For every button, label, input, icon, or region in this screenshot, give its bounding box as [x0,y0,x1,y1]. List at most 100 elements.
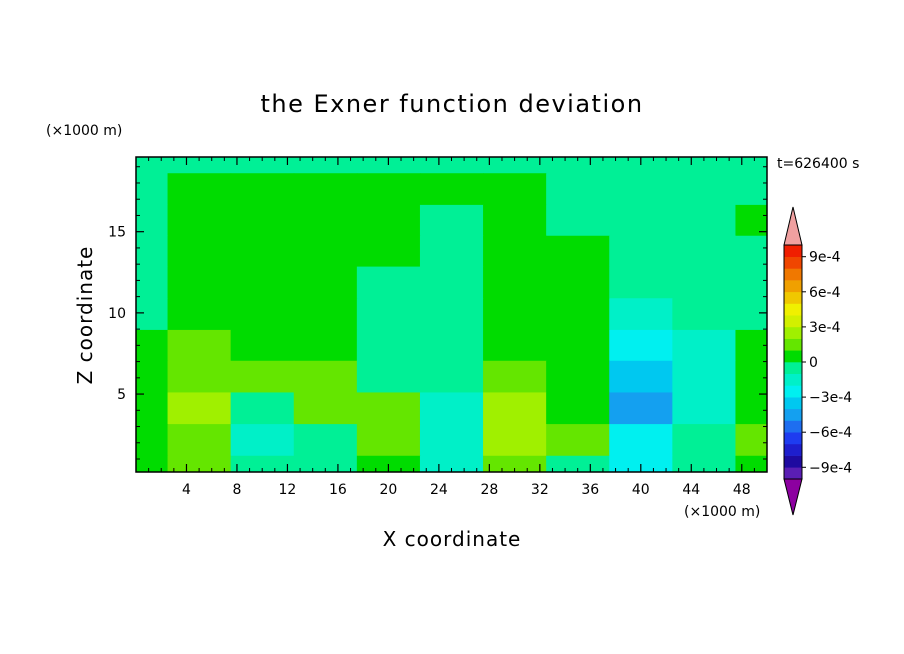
x-tick-label: 40 [632,482,650,498]
field-cell [546,157,610,174]
colorbar-tick-label: −3e-4 [809,390,852,406]
field-cell [609,157,673,174]
field-cell [136,424,169,457]
field-cell [419,424,484,457]
field-cell [230,424,295,457]
field-cell [167,392,232,425]
field-cell [483,392,547,425]
field-cell [672,235,736,268]
y-tick-label: 15 [108,225,126,241]
field-cell [735,424,768,457]
field-cell [356,204,421,237]
field-cell [419,266,484,299]
field-cell [419,235,484,268]
field-cell [483,329,547,362]
field-cell [735,329,768,362]
z-unit-label: (×1000 m) [46,123,122,139]
field-cell [356,424,421,457]
field-cell [167,424,232,457]
field-cell [419,173,484,206]
field-cell [546,329,610,362]
colorbar-swatch [784,432,802,445]
colorbar-swatch [784,256,802,269]
field-cell [293,298,358,331]
field-cell [419,360,484,393]
x-tick-label: 44 [682,482,700,498]
x-axis: 4 8 12 16 20 24 28 32 36 40 44 48 [148,157,755,498]
field-cell [672,266,736,299]
field-cell [167,235,232,268]
field-cell [293,360,358,393]
field-cell [136,329,169,362]
field-cell [293,392,358,425]
field-cell [230,235,295,268]
colorbar-swatch [784,408,802,421]
field-cell [356,157,421,174]
field-cell [546,392,610,425]
field-cell [735,266,768,299]
field-cell [293,157,358,174]
colorbar-tick-label: 0 [809,355,818,371]
field-cell [609,266,673,299]
field-cell [735,204,768,237]
field-cell [483,424,547,457]
x-tick-label: 32 [531,482,549,498]
colorbar-under-triangle [783,478,803,516]
field-cell [735,298,768,331]
field-cell [136,360,169,393]
field-cell [672,298,736,331]
colorbar-swatch [784,338,802,351]
colorbar-tick-label: 9e-4 [809,250,841,266]
field-cell [293,173,358,206]
field-cell [136,235,169,268]
field-cell [136,157,169,174]
x-axis-title: X coordinate [383,527,522,551]
field-cell [609,392,673,425]
field-cell [419,455,484,473]
field-cell [136,298,169,331]
field-cell [293,455,358,473]
field-cell [672,157,736,174]
chart-title: the Exner function deviation [260,90,643,118]
field-cell [167,173,232,206]
colorbar-over-triangle [783,206,803,246]
field-cell [136,204,169,237]
field-cell [672,204,736,237]
field-cell [483,266,547,299]
colorbar-swatch [784,326,802,339]
field-cell [483,360,547,393]
field-cell [483,455,547,473]
x-tick-label: 20 [379,482,397,498]
field-cell [167,157,232,174]
field-cell [546,298,610,331]
colorbar-tick-label: 3e-4 [809,320,841,336]
field-cell [293,204,358,237]
x-tick-label: 48 [733,482,751,498]
x-tick-label: 24 [430,482,448,498]
field-cell [293,329,358,362]
field-cell [483,298,547,331]
field-cell [483,204,547,237]
field-cell [230,455,295,473]
x-tick-label: 16 [329,482,347,498]
colorbar-swatch [784,397,802,410]
field-cell [483,173,547,206]
field-cell [136,266,169,299]
field-cell [735,455,768,473]
field-cell [419,298,484,331]
field-cell [735,235,768,268]
field-cell [419,392,484,425]
colorbar-swatch [784,280,802,293]
y-tick-label: 10 [108,306,126,322]
field-cell [230,204,295,237]
colorbar-swatch [784,303,802,316]
field-cell [293,235,358,268]
field-cell [546,360,610,393]
field-cell [136,392,169,425]
field-cell [735,173,768,206]
field-cell [672,329,736,362]
field-cell [609,298,673,331]
colorbar-swatch [784,443,802,456]
field-cell [672,424,736,457]
